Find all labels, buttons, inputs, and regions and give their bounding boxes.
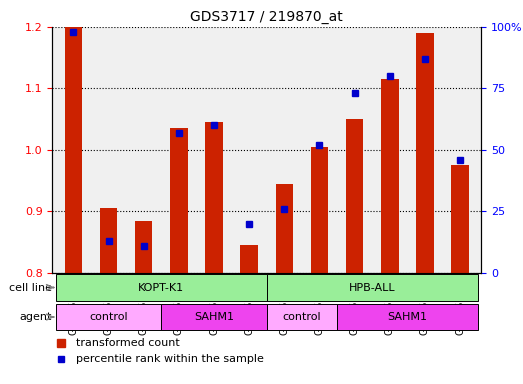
Bar xyxy=(346,119,363,273)
Bar xyxy=(276,184,293,273)
Bar xyxy=(241,245,258,273)
Bar xyxy=(416,33,434,273)
Bar xyxy=(100,208,117,273)
Title: GDS3717 / 219870_at: GDS3717 / 219870_at xyxy=(190,10,343,25)
Text: HPB-ALL: HPB-ALL xyxy=(349,283,395,293)
Text: cell line: cell line xyxy=(8,283,52,293)
Text: SAHM1: SAHM1 xyxy=(194,312,234,322)
Bar xyxy=(311,147,328,273)
Bar xyxy=(65,27,82,273)
Text: transformed count: transformed count xyxy=(76,338,179,348)
Text: agent: agent xyxy=(19,312,52,322)
FancyBboxPatch shape xyxy=(267,304,337,330)
FancyBboxPatch shape xyxy=(161,304,267,330)
FancyBboxPatch shape xyxy=(337,304,477,330)
Text: SAHM1: SAHM1 xyxy=(388,312,427,322)
Text: KOPT-K1: KOPT-K1 xyxy=(138,283,184,293)
Bar xyxy=(170,128,188,273)
Bar xyxy=(451,165,469,273)
Text: percentile rank within the sample: percentile rank within the sample xyxy=(76,354,264,364)
FancyBboxPatch shape xyxy=(267,274,477,301)
FancyBboxPatch shape xyxy=(56,304,161,330)
Bar xyxy=(135,220,153,273)
Bar xyxy=(381,79,399,273)
FancyBboxPatch shape xyxy=(56,274,267,301)
Text: control: control xyxy=(282,312,321,322)
Text: control: control xyxy=(89,312,128,322)
Bar xyxy=(205,122,223,273)
